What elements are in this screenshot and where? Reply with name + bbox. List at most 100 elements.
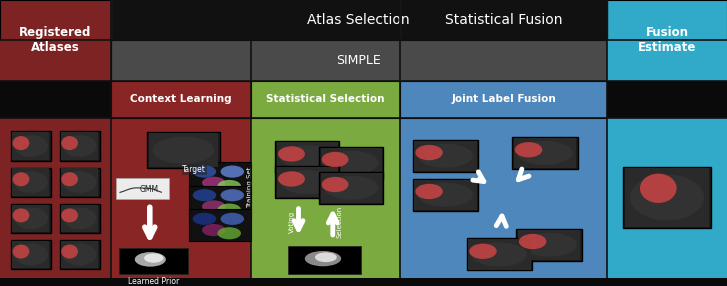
Ellipse shape [202,224,225,236]
Ellipse shape [321,152,348,167]
Ellipse shape [63,207,97,229]
FancyBboxPatch shape [189,186,251,218]
Ellipse shape [61,245,78,259]
Ellipse shape [217,204,241,216]
FancyBboxPatch shape [607,0,727,81]
FancyBboxPatch shape [513,138,576,168]
Ellipse shape [63,171,97,193]
Ellipse shape [517,141,573,165]
FancyBboxPatch shape [413,179,478,211]
FancyBboxPatch shape [512,137,577,169]
Ellipse shape [63,135,97,157]
FancyBboxPatch shape [467,239,532,271]
Ellipse shape [193,213,216,225]
Ellipse shape [12,172,29,186]
FancyBboxPatch shape [413,140,478,172]
FancyBboxPatch shape [251,118,400,278]
Ellipse shape [280,145,334,169]
FancyBboxPatch shape [277,142,338,172]
Ellipse shape [12,136,29,150]
Ellipse shape [324,176,378,200]
Ellipse shape [321,177,348,192]
FancyBboxPatch shape [0,40,111,81]
FancyBboxPatch shape [414,180,477,210]
FancyBboxPatch shape [321,148,382,178]
FancyBboxPatch shape [61,168,98,196]
FancyBboxPatch shape [0,118,111,278]
FancyBboxPatch shape [251,81,400,118]
Ellipse shape [278,146,305,162]
Ellipse shape [315,252,337,262]
Text: Training Set: Training Set [246,167,252,208]
FancyBboxPatch shape [0,0,111,81]
Ellipse shape [14,207,48,229]
Ellipse shape [519,234,547,249]
FancyBboxPatch shape [516,229,582,261]
Text: Context Learning: Context Learning [130,94,231,104]
FancyBboxPatch shape [518,230,580,260]
FancyBboxPatch shape [468,239,531,270]
Ellipse shape [12,245,29,259]
Text: Learned Prior: Learned Prior [128,277,180,286]
Text: GMM: GMM [139,185,158,194]
Ellipse shape [630,174,704,221]
FancyBboxPatch shape [60,204,100,233]
FancyBboxPatch shape [319,172,383,204]
FancyBboxPatch shape [12,241,49,268]
Ellipse shape [640,174,677,203]
Text: Registered
Atlases: Registered Atlases [19,26,92,54]
Text: Selection: Selection [337,206,342,238]
Ellipse shape [280,170,334,194]
FancyBboxPatch shape [276,141,340,173]
Ellipse shape [217,180,241,192]
FancyBboxPatch shape [400,118,607,278]
Ellipse shape [202,177,225,189]
Ellipse shape [220,213,244,225]
FancyBboxPatch shape [111,40,607,81]
FancyBboxPatch shape [189,162,251,194]
FancyBboxPatch shape [61,241,98,268]
Text: Fusion
Estimate: Fusion Estimate [638,26,696,54]
FancyBboxPatch shape [61,204,98,232]
FancyBboxPatch shape [11,204,51,233]
FancyBboxPatch shape [11,131,51,161]
FancyBboxPatch shape [111,81,251,118]
FancyBboxPatch shape [12,204,49,232]
Ellipse shape [12,208,29,223]
Ellipse shape [469,244,497,259]
Ellipse shape [193,189,216,201]
FancyBboxPatch shape [116,178,169,199]
FancyBboxPatch shape [288,246,361,274]
Ellipse shape [134,252,166,267]
FancyBboxPatch shape [60,240,100,269]
FancyBboxPatch shape [414,141,477,171]
FancyBboxPatch shape [607,40,727,81]
Ellipse shape [14,243,48,265]
FancyBboxPatch shape [624,168,709,227]
FancyBboxPatch shape [11,168,51,197]
Ellipse shape [324,151,378,175]
Ellipse shape [220,189,244,201]
FancyBboxPatch shape [607,118,727,278]
Ellipse shape [305,251,341,266]
Text: Statistical Selection: Statistical Selection [266,94,385,104]
Ellipse shape [417,144,473,168]
Ellipse shape [521,233,577,257]
FancyBboxPatch shape [111,118,251,278]
Text: Voting: Voting [289,211,295,233]
FancyBboxPatch shape [60,168,100,197]
Ellipse shape [61,172,78,186]
FancyBboxPatch shape [12,168,49,196]
FancyBboxPatch shape [189,209,251,241]
Ellipse shape [63,243,97,265]
FancyBboxPatch shape [61,132,98,160]
Ellipse shape [417,183,473,207]
Text: Statistical Fusion: Statistical Fusion [445,13,562,27]
Ellipse shape [415,145,443,160]
FancyBboxPatch shape [148,133,218,167]
Ellipse shape [14,135,48,157]
Ellipse shape [202,200,225,212]
FancyBboxPatch shape [119,247,188,274]
FancyBboxPatch shape [12,132,49,160]
FancyBboxPatch shape [321,172,382,203]
